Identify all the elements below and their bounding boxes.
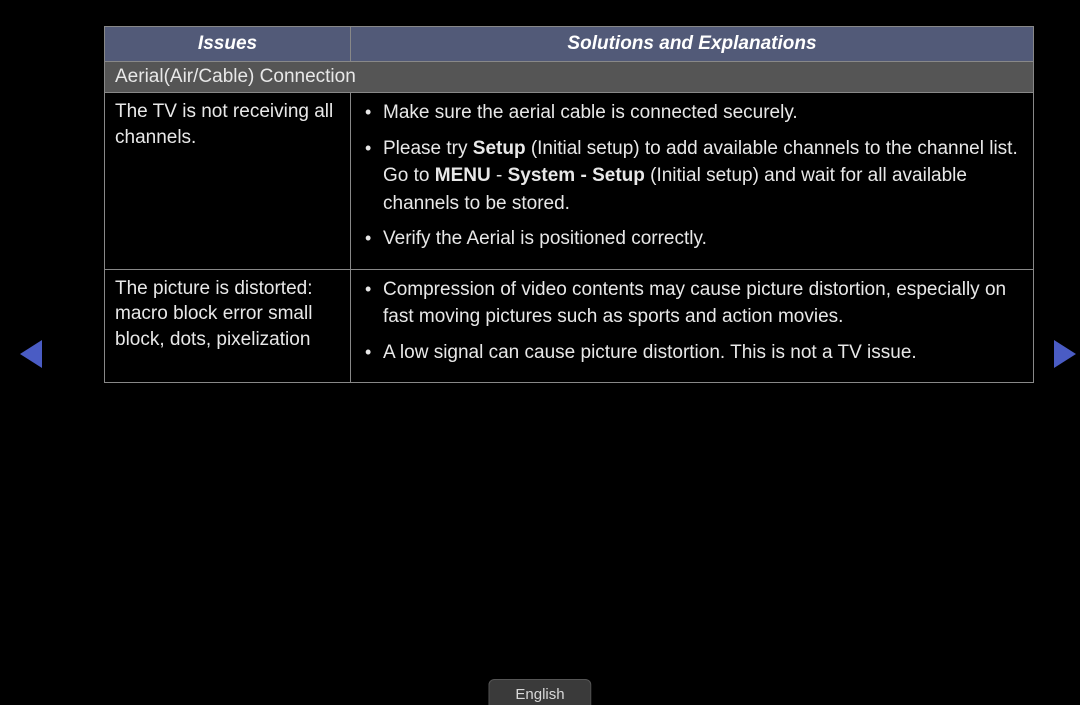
plain-text: Please try [383,138,473,159]
solutions-cell: Compression of video contents may cause … [351,269,1034,383]
bold-text: MENU [435,165,491,186]
manual-page: Issues Solutions and Explanations Aerial… [0,0,1080,705]
solution-item: Please try Setup (Initial setup) to add … [361,135,1023,218]
plain-text: A low signal can cause picture distortio… [383,342,917,363]
table-row: The TV is not receiving all channels. Ma… [105,93,1034,270]
plain-text: Make sure the aerial cable is connected … [383,102,798,123]
table-row: The picture is distorted: macro block er… [105,269,1034,383]
troubleshooting-table-wrap: Issues Solutions and Explanations Aerial… [104,26,1034,383]
solution-item: Verify the Aerial is positioned correctl… [361,225,1023,253]
solution-item: A low signal can cause picture distortio… [361,339,1023,367]
issue-cell: The TV is not receiving all channels. [105,93,351,270]
solution-list: Make sure the aerial cable is connected … [361,99,1023,253]
solution-list: Compression of video contents may cause … [361,276,1023,367]
issue-cell: The picture is distorted: macro block er… [105,269,351,383]
section-row: Aerial(Air/Cable) Connection [105,62,1034,93]
bold-text: Setup [473,138,526,159]
section-title: Aerial(Air/Cable) Connection [105,62,1034,93]
prev-page-arrow-icon[interactable] [20,340,42,368]
plain-text: Compression of video contents may cause … [383,279,1006,328]
plain-text: - [491,165,508,186]
col-header-issues: Issues [105,27,351,62]
solution-item: Compression of video contents may cause … [361,276,1023,331]
solutions-cell: Make sure the aerial cable is connected … [351,93,1034,270]
solution-item: Make sure the aerial cable is connected … [361,99,1023,127]
language-badge[interactable]: English [488,679,591,705]
bold-text: System - Setup [508,165,645,186]
plain-text: Verify the Aerial is positioned correctl… [383,228,707,249]
troubleshooting-table: Issues Solutions and Explanations Aerial… [104,26,1034,383]
table-header-row: Issues Solutions and Explanations [105,27,1034,62]
col-header-solutions: Solutions and Explanations [351,27,1034,62]
next-page-arrow-icon[interactable] [1054,340,1076,368]
